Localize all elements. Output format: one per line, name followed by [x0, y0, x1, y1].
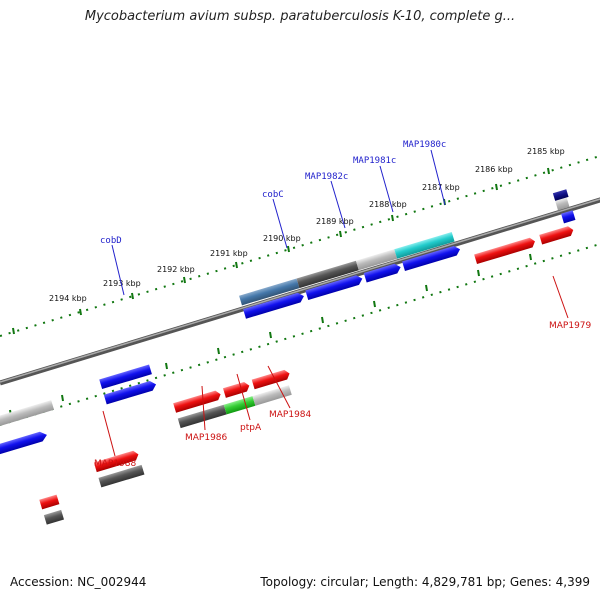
kbp-label: 2192 kbp — [157, 265, 195, 274]
tick-line-lower — [0, 243, 600, 426]
gene-label: ptpA — [240, 423, 262, 433]
kbp-label: 2185 kbp — [527, 147, 565, 156]
gene-feature[interactable] — [251, 369, 291, 390]
reverse-strand-genes[interactable] — [0, 189, 592, 456]
gene-feature[interactable] — [0, 400, 55, 427]
gene-feature[interactable] — [305, 274, 363, 301]
gene-label: MAP1986 — [185, 433, 228, 443]
kbp-label: 2193 kbp — [103, 279, 141, 288]
kbp-label: 2194 kbp — [49, 294, 87, 303]
tick-line-upper — [0, 155, 600, 337]
gene-feature[interactable] — [239, 278, 300, 306]
gene-feature[interactable] — [98, 464, 145, 488]
gene-feature[interactable] — [474, 237, 536, 265]
gene-feature[interactable] — [552, 189, 569, 201]
gene-feature[interactable] — [103, 380, 158, 405]
gene-feature[interactable] — [355, 249, 398, 271]
gene-feature[interactable] — [93, 450, 140, 473]
label-leaders-top — [111, 149, 446, 296]
forward-strand-genes[interactable] — [8, 225, 600, 525]
gene-feature[interactable] — [252, 385, 292, 406]
kbp-label: 2190 kbp — [263, 234, 301, 243]
label-leaders-bottom — [102, 275, 569, 457]
gene-labels-bottom: MAP1979 MAP1984 ptpA MAP1986 MAP1988 — [94, 321, 592, 469]
major-ticks — [9, 167, 550, 417]
gene-feature[interactable] — [243, 291, 305, 319]
backbone — [0, 197, 600, 386]
gene-label: cobD — [100, 236, 122, 246]
gene-feature[interactable] — [39, 494, 60, 510]
gene-feature[interactable] — [561, 210, 576, 224]
gene-label: MAP1984 — [269, 410, 312, 420]
gene-label: MAP1982c — [305, 172, 348, 182]
kbp-label: 2191 kbp — [210, 249, 248, 258]
gene-feature[interactable] — [223, 396, 256, 415]
genome-stats-text: Topology: circular; Length: 4,829,781 bp… — [260, 575, 590, 589]
gene-label: MAP1988 — [94, 459, 137, 469]
gene-feature[interactable] — [402, 245, 461, 272]
gene-feature[interactable] — [99, 364, 152, 390]
gene-label: MAP1980c — [403, 140, 446, 150]
gene-feature[interactable] — [394, 231, 455, 259]
gene-labels-top: MAP1980c MAP1981c MAP1982c cobC cobD — [100, 140, 446, 246]
gene-feature[interactable] — [222, 381, 251, 398]
gene-label: MAP1979 — [549, 321, 592, 331]
gene-feature[interactable] — [43, 509, 64, 525]
gene-label: cobC — [262, 190, 284, 200]
kbp-label: 2186 kbp — [475, 165, 513, 174]
gene-feature[interactable] — [363, 262, 402, 283]
map-title: Mycobacterium avium subsp. paratuberculo… — [84, 9, 516, 24]
accession-text: Accession: NC_002944 — [10, 575, 147, 589]
kbp-label: 2189 kbp — [316, 217, 354, 226]
gene-feature[interactable] — [0, 430, 48, 456]
gene-feature[interactable] — [177, 404, 227, 429]
gene-feature[interactable] — [555, 197, 570, 211]
gene-feature[interactable] — [539, 225, 574, 245]
gene-feature[interactable] — [296, 260, 359, 289]
gene-feature[interactable] — [173, 389, 222, 413]
kbp-label: 2188 kbp — [369, 200, 407, 209]
gene-label: MAP1981c — [353, 156, 396, 166]
